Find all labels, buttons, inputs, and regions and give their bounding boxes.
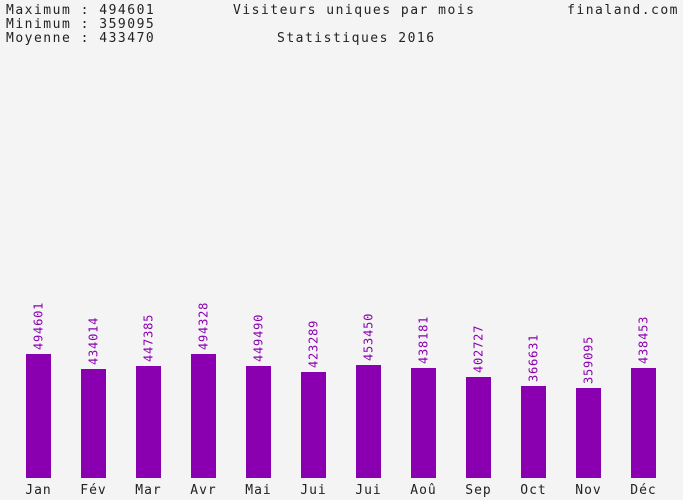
month-label-11: Nov xyxy=(575,483,601,498)
bar-7 xyxy=(356,365,381,478)
chart-subtitle: Statistiques 2016 xyxy=(277,31,436,46)
value-label-8: 438181 xyxy=(417,316,431,364)
minimum-stat: Minimum : 359095 xyxy=(6,17,156,32)
value-label-3: 447385 xyxy=(142,314,156,362)
value-label-11: 359095 xyxy=(582,336,596,384)
value-label-2: 434014 xyxy=(87,317,101,365)
month-label-8: Aoû xyxy=(410,483,436,498)
bar-9 xyxy=(466,377,491,478)
bar-2 xyxy=(81,369,106,478)
bar-6 xyxy=(301,372,326,478)
month-label-4: Avr xyxy=(190,483,216,498)
month-label-1: Jan xyxy=(25,483,51,498)
month-label-3: Mar xyxy=(135,483,161,498)
value-label-1: 494601 xyxy=(32,302,46,350)
month-label-5: Mai xyxy=(245,483,271,498)
month-label-7: Jui xyxy=(355,483,381,498)
value-label-10: 366631 xyxy=(527,334,541,382)
bar-3 xyxy=(136,366,161,478)
month-label-10: Oct xyxy=(520,483,546,498)
bar-12 xyxy=(631,368,656,478)
value-label-7: 453450 xyxy=(362,313,376,361)
maximum-stat: Maximum : 494601 xyxy=(6,3,156,18)
bar-1 xyxy=(26,354,51,478)
value-label-4: 494328 xyxy=(197,302,211,350)
bar-4 xyxy=(191,354,216,478)
month-label-9: Sep xyxy=(465,483,491,498)
month-label-6: Jui xyxy=(300,483,326,498)
bar-8 xyxy=(411,368,436,478)
site-name: finaland.com xyxy=(567,3,679,18)
value-label-9: 402727 xyxy=(472,325,486,373)
chart-title: Visiteurs uniques par mois xyxy=(233,3,476,18)
value-label-12: 438453 xyxy=(637,316,651,364)
average-stat: Moyenne : 433470 xyxy=(6,31,156,46)
value-label-6: 423289 xyxy=(307,320,321,368)
month-label-2: Fév xyxy=(80,483,106,498)
bar-11 xyxy=(576,388,601,478)
value-label-5: 449490 xyxy=(252,314,266,362)
bar-10 xyxy=(521,386,546,478)
month-label-12: Déc xyxy=(630,483,656,498)
bar-5 xyxy=(246,366,271,478)
